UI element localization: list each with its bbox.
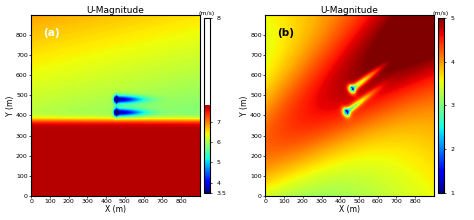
Title: U-Magnitude: U-Magnitude — [321, 6, 379, 15]
X-axis label: X (m): X (m) — [339, 205, 360, 214]
Title: U-Magnitude: U-Magnitude — [86, 6, 145, 15]
X-axis label: X (m): X (m) — [105, 205, 126, 214]
Y-axis label: Y (m): Y (m) — [240, 95, 249, 116]
Title: (m/s): (m/s) — [433, 11, 449, 16]
Title: (m/s): (m/s) — [199, 11, 215, 16]
Text: (b): (b) — [277, 28, 294, 38]
Text: (a): (a) — [43, 28, 60, 38]
Y-axis label: Y (m): Y (m) — [6, 95, 15, 116]
